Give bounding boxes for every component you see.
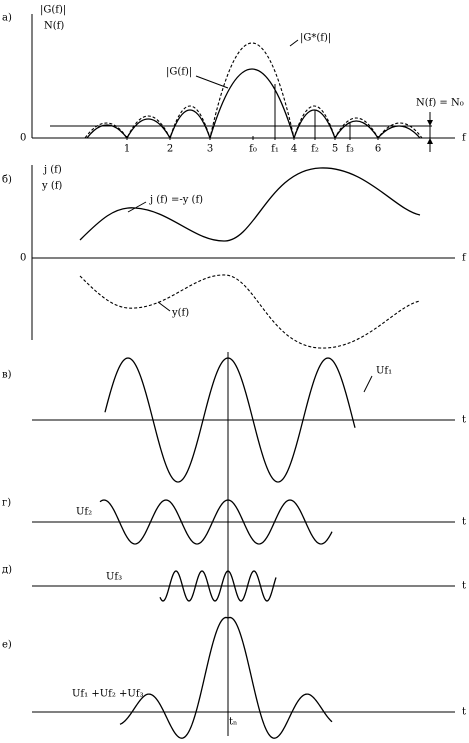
x-label: f xyxy=(462,253,467,264)
leader xyxy=(289,39,299,47)
tick-label: 5 xyxy=(332,144,338,155)
tick-label: f₁ xyxy=(271,144,279,155)
panel-label: е) xyxy=(2,640,12,651)
zero-label: 0 xyxy=(20,133,26,144)
y-label: j (f) xyxy=(43,165,62,176)
wave xyxy=(119,616,333,739)
noise-label: N(f) = N₀ xyxy=(416,98,464,109)
panel-label: д) xyxy=(2,565,12,576)
y-label: |G(f)| xyxy=(40,5,66,16)
tick-label: 1 xyxy=(124,144,130,155)
wave xyxy=(104,357,356,483)
x-label: t xyxy=(462,707,466,718)
leader xyxy=(363,375,373,393)
curve-label: Uf₃ xyxy=(106,572,122,583)
wave xyxy=(159,570,277,602)
x-label: t xyxy=(462,517,466,528)
arrow-head xyxy=(427,120,433,144)
panel-label: в) xyxy=(2,370,12,381)
y-curve xyxy=(79,274,421,349)
tick-label: 4 xyxy=(291,144,297,155)
tick-label: f₃ xyxy=(346,144,354,155)
curve-label: Uf₁ +Uf₂ +Uf₃ xyxy=(72,689,144,700)
panel-label: г) xyxy=(2,498,11,509)
curve-label: |G*(f)| xyxy=(300,33,331,44)
tick-label: f₂ xyxy=(311,144,319,155)
curve-label: Uf₁ xyxy=(376,366,392,377)
tick-label: 2 xyxy=(167,144,173,155)
tick-label: 6 xyxy=(375,144,381,155)
g-curve xyxy=(86,68,421,141)
x-label: t xyxy=(462,581,466,592)
y-label: y (f) xyxy=(41,181,62,192)
y-label: N(f) xyxy=(44,21,64,32)
wave xyxy=(99,499,333,545)
tick-label: f₀ xyxy=(249,144,257,155)
leader xyxy=(127,201,147,213)
zero-label: 0 xyxy=(20,253,26,264)
curve-label: y(f) xyxy=(171,308,189,319)
panel-label: а) xyxy=(2,13,12,24)
time-label: tₙ xyxy=(229,717,237,728)
curve-label: Uf₂ xyxy=(76,507,92,518)
x-label: f xyxy=(462,133,467,144)
leader xyxy=(195,75,229,89)
panel-label: б) xyxy=(2,175,12,186)
curve-label: j (f) =-y (f) xyxy=(149,195,203,206)
j-curve xyxy=(79,167,421,242)
x-label: t xyxy=(462,415,466,426)
curve-label: |G(f)| xyxy=(166,67,192,78)
leader xyxy=(157,301,171,312)
tick-label: 3 xyxy=(207,144,213,155)
g-star-curve xyxy=(84,42,423,141)
